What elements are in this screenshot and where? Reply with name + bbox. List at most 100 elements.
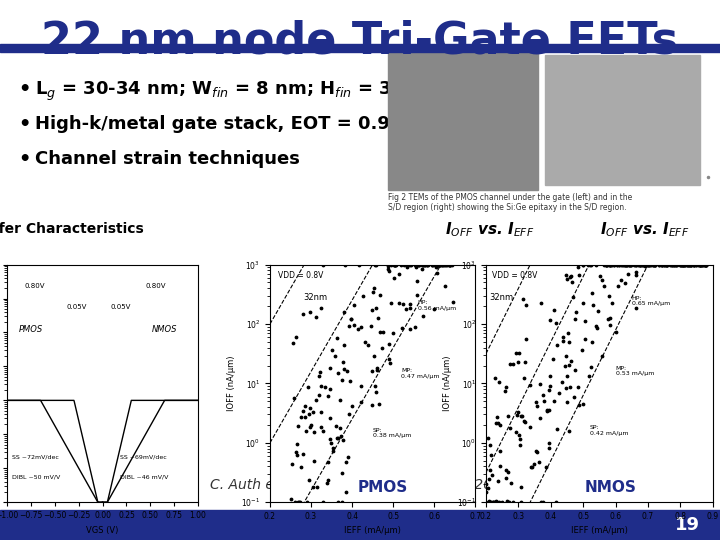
Point (672, 260, 683, 269)
Point (700, 260, 711, 269)
Point (318, 498, 329, 507)
Point (661, 260, 672, 269)
Point (481, 487, 492, 496)
Point (434, 260, 446, 269)
Text: MP:
0.47 mA/μm: MP: 0.47 mA/μm (401, 368, 440, 379)
Point (660, 260, 671, 269)
Point (492, 413, 503, 421)
Point (503, 498, 514, 507)
Point (518, 416, 529, 425)
Point (411, 291, 423, 299)
Point (303, 476, 315, 485)
Point (692, 260, 703, 269)
Point (572, 263, 584, 272)
Point (649, 260, 660, 269)
Point (484, 498, 495, 507)
Point (441, 260, 452, 269)
Point (655, 260, 667, 269)
Point (338, 308, 350, 316)
Point (483, 496, 495, 505)
Point (390, 260, 401, 269)
Point (418, 312, 429, 321)
Point (544, 438, 555, 447)
Point (685, 260, 697, 269)
Point (482, 484, 494, 492)
Point (694, 260, 706, 269)
Point (484, 465, 495, 474)
Point (342, 452, 354, 461)
Point (637, 260, 649, 269)
Point (617, 260, 629, 269)
Point (584, 260, 595, 269)
Point (677, 260, 688, 269)
Point (701, 260, 712, 269)
Point (431, 262, 442, 271)
Point (611, 260, 622, 269)
Point (428, 305, 439, 313)
Point (431, 260, 442, 269)
Point (625, 260, 636, 269)
X-axis label: IEFF (mA/μm): IEFF (mA/μm) (571, 526, 628, 536)
Point (405, 325, 416, 333)
Point (324, 413, 336, 422)
Point (383, 340, 395, 348)
Point (492, 476, 504, 485)
Y-axis label: IOFF (nA/μm): IOFF (nA/μm) (443, 356, 451, 411)
Point (391, 260, 402, 269)
Point (668, 260, 680, 269)
Point (483, 498, 495, 507)
Point (343, 409, 355, 418)
Point (495, 421, 506, 429)
Bar (545, 55, 700, 185)
Point (336, 498, 347, 507)
Point (397, 300, 409, 308)
Point (323, 458, 334, 467)
Text: Channel strain techniques: Channel strain techniques (35, 150, 300, 168)
Point (311, 483, 323, 492)
Point (685, 260, 696, 269)
Point (634, 260, 645, 269)
Point (369, 382, 380, 390)
Point (636, 260, 648, 269)
Point (325, 384, 336, 393)
Point (502, 497, 513, 505)
Text: PMOS: PMOS (19, 326, 43, 334)
Point (582, 260, 594, 269)
Point (616, 260, 627, 269)
Point (664, 260, 675, 269)
Point (287, 339, 299, 348)
Point (510, 410, 522, 419)
Text: DIBL ~46 mV/V: DIBL ~46 mV/V (120, 475, 168, 480)
Point (444, 260, 456, 269)
Point (541, 406, 552, 414)
Point (577, 260, 588, 269)
Point (657, 260, 668, 269)
Point (604, 314, 616, 322)
Point (390, 260, 401, 269)
Text: •: • (18, 80, 30, 99)
Point (544, 386, 555, 394)
Point (432, 260, 444, 269)
Point (412, 260, 423, 269)
Point (310, 313, 322, 321)
Point (563, 427, 575, 436)
Point (297, 407, 308, 415)
Point (518, 373, 529, 382)
Point (550, 318, 562, 327)
Point (389, 260, 400, 269)
Point (590, 260, 602, 269)
Point (556, 378, 567, 387)
Y-axis label: IOFF (nA/μm): IOFF (nA/μm) (227, 356, 235, 411)
Point (370, 388, 382, 396)
Point (493, 378, 505, 387)
Point (635, 260, 647, 269)
Point (649, 260, 661, 269)
Point (550, 498, 562, 507)
Point (365, 322, 377, 330)
Point (634, 260, 646, 269)
Point (693, 260, 704, 269)
Point (683, 260, 694, 269)
Point (690, 260, 702, 269)
Point (649, 260, 660, 269)
Text: I$_{OFF}$ vs. I$_{EFF}$: I$_{OFF}$ vs. I$_{EFF}$ (600, 220, 690, 239)
